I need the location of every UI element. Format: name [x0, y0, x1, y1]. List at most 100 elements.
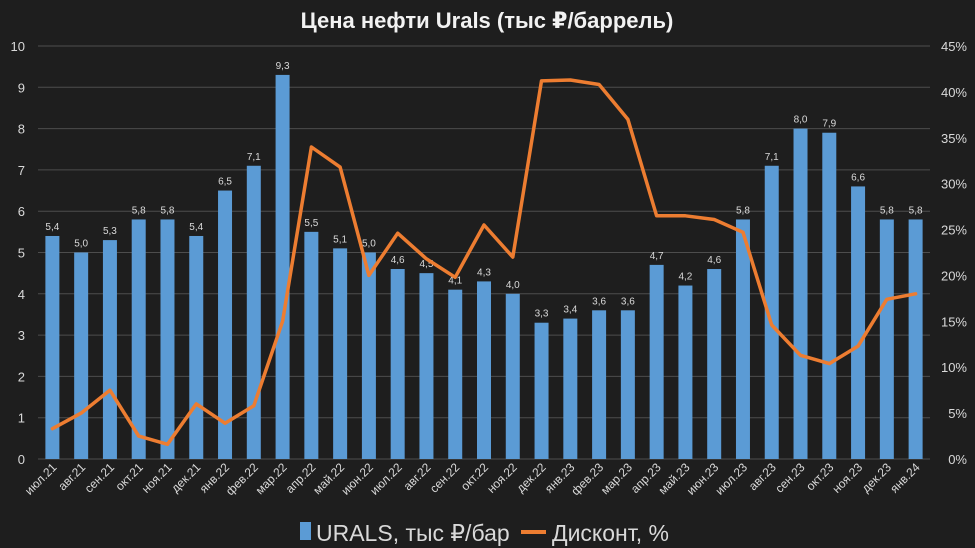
x-axis: июл.21авг.21сен.21окт.21ноя.21дек.21янв.… — [22, 460, 923, 498]
bar — [505, 293, 520, 459]
bar — [390, 269, 405, 459]
bar — [764, 165, 779, 459]
legend-label-line: Дисконт, % — [552, 520, 669, 546]
bar-data-label: 9,3 — [276, 61, 290, 72]
bar — [419, 273, 434, 459]
bar-data-label: 7,9 — [822, 119, 836, 130]
legend: URALS, тыс ₽/бар Дисконт, % — [300, 520, 669, 546]
bar-data-label: 7,1 — [247, 152, 261, 163]
bar — [304, 231, 319, 459]
bar-data-label: 5,8 — [736, 205, 750, 216]
bar-data-label: 5,3 — [103, 226, 117, 237]
y-left-tick-label: 3 — [18, 328, 25, 343]
bar — [592, 310, 607, 459]
bar — [218, 190, 233, 460]
x-tick-label: мар.23 — [598, 460, 635, 497]
bar-data-label: 4,0 — [506, 280, 520, 291]
bar — [620, 310, 635, 459]
bar — [45, 235, 60, 459]
x-tick-label: дек.21 — [168, 460, 203, 495]
bar — [879, 219, 894, 459]
x-tick-label: ноя.21 — [139, 460, 175, 496]
x-tick-label: июл.21 — [22, 460, 60, 498]
bar-data-label: 4,3 — [477, 267, 491, 278]
bar-data-label: 4,2 — [678, 272, 692, 283]
y-left-tick-label: 4 — [18, 287, 25, 302]
x-tick-label: фев.22 — [223, 460, 261, 498]
bar — [851, 186, 866, 460]
bar — [189, 235, 204, 459]
x-tick-label: сен.21 — [82, 460, 118, 496]
y-right-tick-label: 25% — [941, 223, 967, 238]
bar — [534, 322, 549, 459]
bar — [275, 74, 290, 459]
y-right-tick-label: 5% — [948, 406, 967, 421]
bar-data-labels: 5,4 5,0 5,3 5,8 5,8 5,4 6,5 7,1 9,3 5,5 5,1 5,0 4,6 4… — [45, 61, 923, 320]
x-tick-label: ноя.22 — [484, 460, 520, 496]
bar — [707, 269, 722, 459]
bar-data-label: 7,1 — [765, 152, 779, 163]
y-left-tick-label: 6 — [18, 204, 25, 219]
bar-data-label: 3,3 — [535, 309, 549, 320]
discount-line — [50, 78, 918, 447]
bar-data-label: 6,5 — [218, 177, 232, 188]
y-left-tick-label: 7 — [18, 163, 25, 178]
bar-data-label: 5,1 — [333, 234, 347, 245]
bar-data-label: 4,6 — [707, 255, 721, 266]
y-right-tick-label: 10% — [941, 360, 967, 375]
y-right-tick-label: 30% — [941, 177, 967, 192]
bar-data-label: 5,0 — [74, 239, 88, 250]
x-tick-label: янв.24 — [887, 460, 923, 496]
y-left-tick-label: 2 — [18, 369, 25, 384]
bar — [477, 281, 491, 459]
bar-data-label: 5,4 — [189, 222, 203, 233]
bar-data-label: 5,8 — [161, 205, 175, 216]
legend-swatch-bar — [300, 522, 311, 540]
y-left-tick-label: 0 — [18, 452, 25, 467]
bar — [74, 252, 89, 459]
y-right-tick-label: 20% — [941, 268, 967, 283]
x-tick-label: мар.22 — [253, 460, 290, 497]
y-axis-left: 0 1 2 3 4 5 6 7 8 9 10 — [11, 39, 25, 467]
bar — [735, 219, 750, 459]
bar — [678, 285, 693, 459]
bar-data-label: 4,5 — [419, 259, 433, 270]
bar — [908, 219, 923, 459]
bar-data-label: 6,6 — [851, 172, 865, 183]
bar-data-label: 3,6 — [621, 296, 635, 307]
bar-data-label: 5,8 — [132, 205, 146, 216]
bar — [131, 219, 146, 459]
bar — [448, 289, 463, 459]
chart-title: Цена нефти Urals (тыс ₽/баррель) — [301, 8, 674, 33]
y-right-tick-label: 40% — [941, 85, 967, 100]
y-right-tick-label: 0% — [948, 452, 967, 467]
x-tick-label: ноя.23 — [829, 460, 865, 496]
bar-data-label: 4,1 — [448, 276, 462, 287]
y-left-tick-label: 1 — [18, 411, 25, 426]
bar-data-label: 8,0 — [794, 115, 808, 126]
bar — [563, 318, 578, 459]
bar — [160, 219, 175, 459]
bar-data-label: 3,6 — [592, 296, 606, 307]
legend-label-bar: URALS, тыс ₽/бар — [316, 520, 510, 546]
x-tick-label: июл.23 — [713, 460, 751, 498]
bar — [793, 128, 808, 459]
bar-data-label: 5,8 — [909, 205, 923, 216]
bar-series — [45, 74, 923, 460]
bar — [361, 252, 376, 459]
bar-data-label: 4,6 — [391, 255, 405, 266]
y-right-tick-label: 15% — [941, 314, 967, 329]
y-left-tick-label: 10 — [11, 39, 25, 54]
y-left-tick-label: 5 — [18, 246, 25, 261]
bar — [333, 248, 348, 459]
bar — [822, 132, 837, 460]
bar — [649, 264, 664, 459]
y-axis-right: 0% 5% 10% 15% 20% 25% 30% 35% 40% 45% — [941, 39, 967, 467]
x-tick-label: фев.23 — [568, 460, 606, 498]
line-series — [50, 78, 918, 447]
bar-data-label: 5,0 — [362, 239, 376, 250]
x-tick-label: сен.23 — [772, 460, 808, 496]
y-left-tick-label: 8 — [18, 122, 25, 137]
bar-data-label: 5,4 — [45, 222, 59, 233]
